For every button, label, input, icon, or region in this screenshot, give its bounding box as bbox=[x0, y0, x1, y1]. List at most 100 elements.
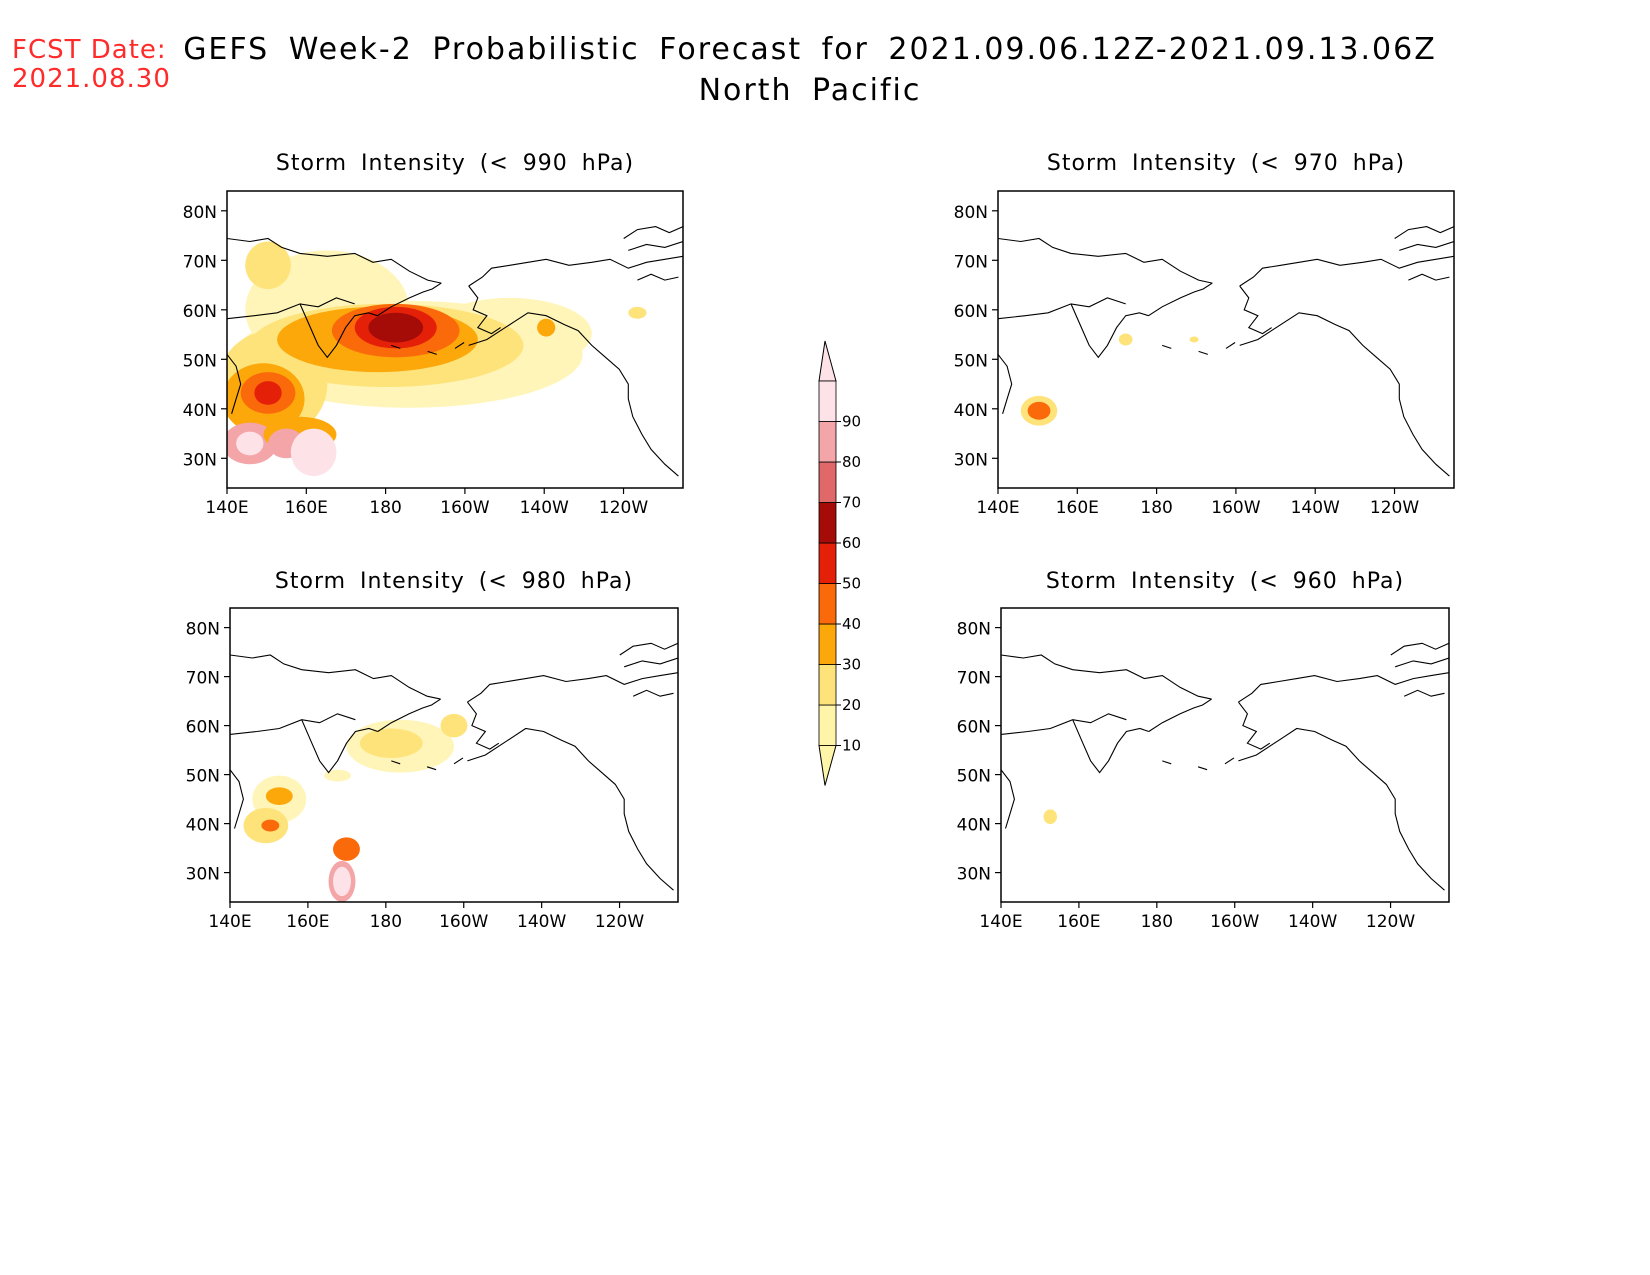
lon-label: 140E bbox=[976, 498, 1019, 518]
coastline bbox=[1162, 344, 1172, 349]
coastline bbox=[454, 342, 465, 349]
coastline bbox=[1162, 760, 1172, 765]
coastline bbox=[467, 672, 678, 703]
coastline bbox=[1403, 689, 1445, 697]
coastline bbox=[468, 255, 683, 287]
coastline bbox=[1072, 719, 1149, 774]
coastline bbox=[1239, 312, 1450, 477]
lat-label: 60N bbox=[954, 302, 988, 322]
colorbar-swatch bbox=[818, 583, 837, 625]
lat-label: 40N bbox=[186, 816, 220, 836]
coastline bbox=[227, 237, 442, 284]
coastline bbox=[1238, 672, 1449, 703]
lon-label: 140W bbox=[517, 912, 566, 932]
panel-title: Storm Intensity (< 990 hPa) bbox=[276, 151, 634, 176]
lon-label: 160E bbox=[286, 912, 329, 932]
coastline bbox=[1070, 303, 1149, 359]
probability-contour bbox=[261, 819, 280, 832]
lon-label: 140W bbox=[520, 498, 569, 518]
coastline bbox=[1225, 342, 1236, 349]
lat-label: 70N bbox=[954, 252, 988, 272]
map-panel-2: Storm Intensity (< 970 hPa) 80N 70N 60N 50N 4… bbox=[954, 151, 1455, 518]
colorbar-swatch bbox=[818, 461, 837, 503]
coastline bbox=[1001, 713, 1127, 735]
colorbar-swatch bbox=[818, 542, 837, 584]
coastline bbox=[426, 766, 437, 771]
lon-label: 140W bbox=[1291, 498, 1340, 518]
colorbar-label: 40 bbox=[842, 615, 861, 633]
lon-label: 180 bbox=[369, 498, 401, 518]
forecast-date-block: FCST Date: 2021.08.30 bbox=[12, 36, 171, 94]
lat-label: 30N bbox=[954, 450, 988, 470]
probability-contour bbox=[359, 728, 423, 758]
lon-label: 160W bbox=[1210, 912, 1259, 932]
coastline bbox=[1148, 282, 1213, 317]
lat-label: 50N bbox=[186, 767, 220, 787]
coastline bbox=[1237, 701, 1271, 750]
lat-label: 60N bbox=[183, 302, 217, 322]
lon-label: 140W bbox=[1288, 912, 1337, 932]
probability-contour bbox=[537, 318, 556, 337]
lon-label: 160W bbox=[1211, 498, 1260, 518]
lat-label: 70N bbox=[183, 252, 217, 272]
colorbar-swatch bbox=[818, 664, 837, 706]
colorbar-label: 10 bbox=[842, 737, 861, 755]
coastline bbox=[1239, 285, 1272, 335]
lat-label: 80N bbox=[183, 203, 217, 223]
coastline bbox=[637, 273, 679, 281]
lon-label: 160E bbox=[1056, 498, 1099, 518]
colorbar-label: 60 bbox=[842, 534, 861, 552]
shaded-probability bbox=[227, 226, 683, 477]
coastline bbox=[619, 642, 678, 656]
probability-contour bbox=[245, 241, 291, 290]
lon-label: 120W bbox=[1370, 498, 1419, 518]
lat-label: 80N bbox=[186, 620, 220, 640]
coastline bbox=[377, 698, 441, 732]
coastline bbox=[230, 713, 356, 735]
coastline bbox=[301, 719, 378, 774]
probability-contour bbox=[236, 431, 264, 456]
probability-contour bbox=[1027, 401, 1051, 420]
coastline bbox=[1198, 350, 1208, 355]
coastline bbox=[453, 757, 464, 765]
probability-contour bbox=[324, 769, 351, 782]
coastline bbox=[391, 760, 401, 765]
colorbar-swatch bbox=[818, 502, 837, 544]
probability-contour bbox=[333, 837, 360, 861]
lat-label: 30N bbox=[183, 450, 217, 470]
colorbar-swatch bbox=[818, 380, 837, 422]
map-panel-4: Storm Intensity (< 960 hPa) 80N 70N 60N 50N 4… bbox=[957, 569, 1450, 932]
map-frame bbox=[226, 190, 684, 489]
lon-label: 140E bbox=[979, 912, 1022, 932]
coastline bbox=[230, 769, 244, 829]
probability-contour bbox=[1118, 333, 1133, 346]
probability-contour bbox=[628, 306, 647, 319]
probability-contour bbox=[1189, 336, 1199, 343]
panel-title: Storm Intensity (< 980 hPa) bbox=[275, 569, 633, 594]
panel-title: Storm Intensity (< 960 hPa) bbox=[1046, 569, 1404, 594]
coastline bbox=[632, 689, 674, 697]
colorbar-label: 80 bbox=[842, 453, 861, 471]
coastline bbox=[227, 354, 242, 414]
colorbar-end-high bbox=[818, 340, 837, 382]
shaded-probability bbox=[998, 226, 1454, 477]
colorbar-swatch bbox=[818, 623, 837, 665]
colorbar-label: 70 bbox=[842, 494, 861, 512]
coastline bbox=[467, 727, 674, 891]
lat-label: 70N bbox=[957, 669, 991, 689]
panel-title: Storm Intensity (< 970 hPa) bbox=[1047, 151, 1405, 176]
coastline bbox=[624, 657, 678, 668]
lat-label: 40N bbox=[954, 401, 988, 421]
coastline bbox=[377, 282, 442, 317]
map-panel-1: Storm Intensity (< 990 hPa) 80N 70N 60N 50N 4… bbox=[183, 151, 684, 518]
shaded-probability bbox=[230, 642, 678, 902]
coastline bbox=[1001, 654, 1212, 700]
lon-label: 180 bbox=[1140, 498, 1172, 518]
coastline bbox=[391, 344, 401, 349]
colorbar-label: 90 bbox=[842, 413, 861, 431]
lon-label: 160E bbox=[285, 498, 328, 518]
lat-label: 70N bbox=[186, 669, 220, 689]
lat-label: 30N bbox=[186, 865, 220, 885]
coastline bbox=[1390, 642, 1449, 656]
